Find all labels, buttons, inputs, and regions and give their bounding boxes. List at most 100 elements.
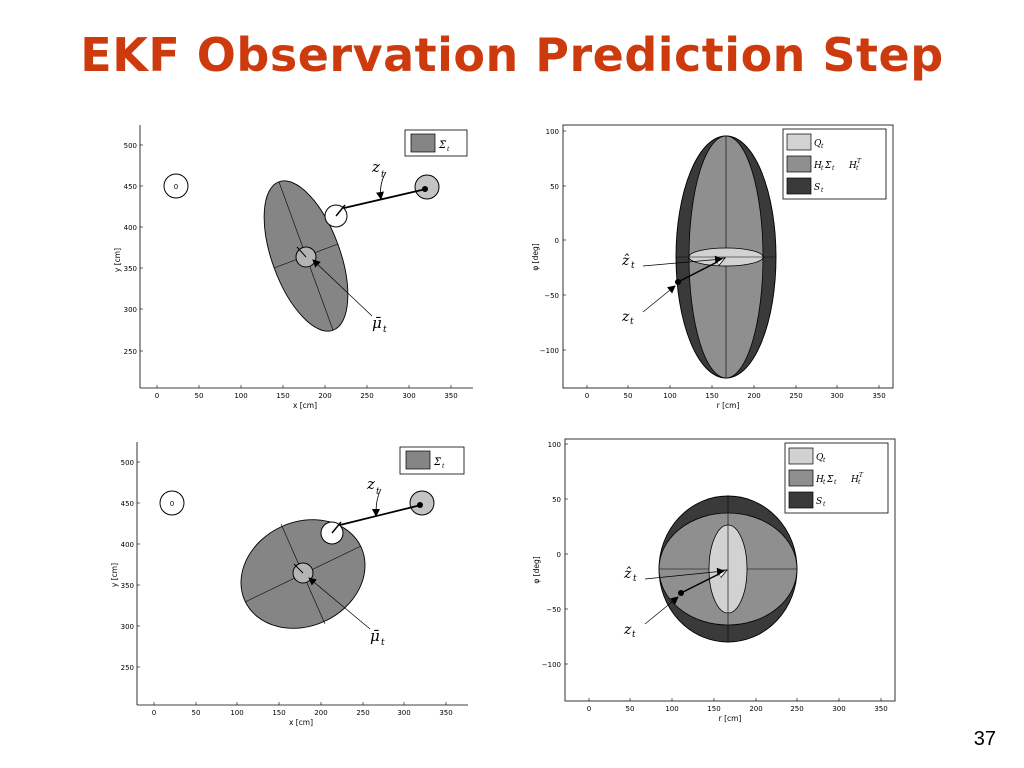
tick-label: 150 — [707, 705, 720, 713]
z-label: z — [371, 158, 380, 176]
tick-label: 50 — [550, 183, 559, 191]
legend-subscript: t — [823, 457, 826, 464]
measurement-point — [675, 279, 681, 285]
measurement-point — [678, 590, 684, 596]
tick-label: 100 — [230, 709, 243, 717]
legend-subscript: t — [447, 146, 450, 153]
tick-label: 200 — [318, 392, 331, 400]
tick-label: 250 — [790, 705, 803, 713]
tick-label: −50 — [546, 606, 561, 614]
robot-mean-marker — [295, 246, 317, 268]
tick-label: 250 — [124, 348, 137, 356]
legend-subscript: t — [821, 143, 824, 150]
y-axis-label: y [cm] — [110, 563, 119, 587]
legend-label: H — [815, 475, 824, 485]
x-ticks-polar-top: 0 50 100 150 200 250 300 350 — [585, 385, 886, 400]
z-label: z — [623, 622, 632, 638]
tick-label: 300 — [124, 306, 137, 314]
z-subscript: t — [376, 487, 380, 497]
z-pointer-arrow — [372, 488, 382, 517]
tick-label: 250 — [789, 392, 802, 400]
legend-label: Q — [814, 139, 822, 149]
legend-subscript: t — [821, 165, 824, 172]
legend-polar-bottom: Q t H t Σ̄ t H t T S t — [784, 442, 889, 514]
legend-label: H — [813, 161, 822, 171]
tick-label: 450 — [121, 500, 134, 508]
tick-label: 50 — [195, 392, 204, 400]
legend-subscript: t — [858, 479, 861, 486]
tick-label: 300 — [121, 623, 134, 631]
y-ticks-xy-bottom: 500 450 400 350 300 250 — [121, 459, 140, 672]
legend-label: Σ̄ — [826, 475, 834, 485]
measurement-line — [339, 504, 422, 526]
zhat-label: ẑ — [621, 252, 630, 269]
measurement-line — [343, 188, 427, 209]
legend-swatch — [410, 133, 436, 153]
tick-label: 350 — [124, 265, 137, 273]
tick-label: 250 — [360, 392, 373, 400]
z-subscript: t — [381, 170, 385, 180]
tick-label: 100 — [548, 441, 561, 449]
tick-label: 350 — [439, 709, 452, 717]
legend-label: Σ̄ — [438, 140, 447, 151]
mu-pointer-arrow — [308, 577, 371, 630]
zhat-pointer-arrow — [644, 567, 725, 580]
robot-true-marker — [324, 204, 348, 228]
x-axis-label: r [cm] — [719, 714, 742, 723]
legend-label: S — [814, 183, 820, 193]
legend-label: Σ̄ — [824, 161, 832, 171]
landmark-observed — [409, 490, 435, 516]
landmark-left: 0 — [159, 490, 185, 516]
x-axis-label: x [cm] — [293, 401, 317, 410]
legend-subscript: t — [856, 165, 859, 172]
x-axis-label: x [cm] — [289, 718, 313, 727]
tick-label: 100 — [234, 392, 247, 400]
legend-swatch-Q — [786, 133, 812, 151]
tick-label: 500 — [124, 142, 137, 150]
tick-label: −50 — [544, 292, 559, 300]
mu-subscript: t — [381, 638, 385, 648]
tick-label: 0 — [587, 705, 591, 713]
mu-pointer-arrow — [312, 259, 373, 317]
legend-superscript: T — [859, 472, 864, 479]
tick-label: 50 — [192, 709, 201, 717]
tick-label: 0 — [555, 237, 559, 245]
tick-label: 50 — [626, 705, 635, 713]
z-pointer-arrow — [642, 285, 676, 313]
zhat-subscript: t — [633, 574, 637, 584]
mu-label: μ̄ — [370, 627, 380, 645]
legend-label: S — [816, 497, 822, 507]
landmark-left: 0 — [163, 173, 189, 199]
tick-label: 100 — [546, 128, 559, 136]
tick-label: 300 — [402, 392, 415, 400]
legend-swatch-S — [788, 491, 814, 509]
tick-label: 0 — [585, 392, 589, 400]
panel-xy-bottom: 0 50 100 150 200 250 300 350 500 450 400… — [110, 442, 468, 727]
legend-subscript: t — [832, 165, 835, 172]
tick-label: 150 — [272, 709, 285, 717]
x-axis-label: r [cm] — [717, 401, 740, 410]
innovation-ellipses — [675, 135, 777, 379]
legend-label: H — [848, 161, 857, 171]
legend-xy-top: Σ̄ t — [404, 129, 468, 157]
legend-polar-top: Q t H t Σ̄ t H t T S t — [782, 128, 887, 200]
tick-label: 150 — [276, 392, 289, 400]
panel-polar-bottom: 0 50 100 150 200 250 300 350 100 50 0 −5… — [532, 438, 896, 723]
legend-subscript: t — [823, 501, 826, 508]
legend-label: Σ̄ — [433, 457, 442, 468]
tick-label: 150 — [705, 392, 718, 400]
tick-label: 100 — [665, 705, 678, 713]
tick-label: 300 — [397, 709, 410, 717]
tick-label: 0 — [557, 551, 561, 559]
x-ticks-xy-bottom: 0 50 100 150 200 250 300 350 — [152, 702, 453, 717]
tick-label: 350 — [874, 705, 887, 713]
tick-label: 250 — [356, 709, 369, 717]
tick-label: −100 — [542, 661, 561, 669]
page-number: 37 — [973, 728, 996, 750]
panel-polar-top: 0 50 100 150 200 250 300 350 100 50 0 −5… — [531, 124, 894, 410]
landmark-label: 0 — [170, 500, 174, 508]
tick-label: −100 — [540, 347, 559, 355]
zhat-pointer-arrow — [642, 255, 723, 267]
z-label: z — [621, 309, 630, 325]
y-ticks-polar-bottom: 100 50 0 −50 −100 — [542, 441, 568, 669]
